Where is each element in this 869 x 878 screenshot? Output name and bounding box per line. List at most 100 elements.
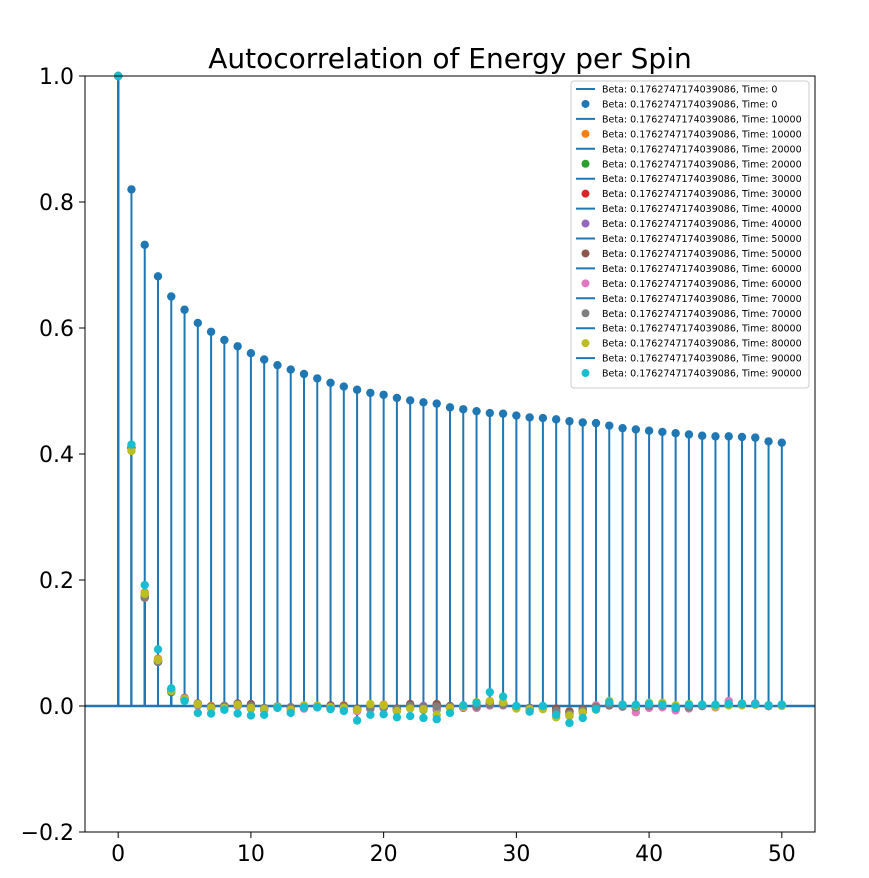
- data-point: [724, 699, 733, 709]
- data-point: [233, 700, 242, 709]
- legend-label: Beta: 0.1762747174039086, Time: 60000: [602, 264, 802, 275]
- data-point: [631, 700, 641, 709]
- data-point: [313, 703, 322, 712]
- data-point: [366, 710, 375, 720]
- data-point: [512, 411, 521, 420]
- data-point: [684, 700, 694, 709]
- data-point: [445, 708, 455, 718]
- data-point: [432, 702, 441, 711]
- data-point: [472, 698, 481, 708]
- data-point: [379, 709, 388, 719]
- y-tick-label: 0.6: [39, 317, 74, 342]
- y-tick-label: 0.4: [39, 443, 74, 468]
- data-point: [405, 396, 415, 405]
- data-point: [512, 701, 521, 711]
- data-point: [140, 589, 149, 599]
- x-tick-label: 20: [370, 842, 398, 867]
- data-point: [485, 687, 495, 697]
- data-point: [233, 709, 242, 718]
- data-point: [193, 699, 203, 709]
- data-point: [419, 713, 428, 723]
- legend-label: Beta: 0.1762747174039086, Time: 30000: [602, 189, 802, 200]
- x-tick-label: 10: [237, 842, 265, 867]
- y-tick-label: −0.2: [21, 821, 74, 846]
- data-point: [246, 349, 256, 358]
- legend-marker-swatch: [581, 129, 590, 138]
- data-point: [153, 645, 163, 654]
- data-point: [326, 378, 335, 388]
- data-point: [697, 431, 707, 440]
- data-point: [286, 365, 295, 374]
- data-point: [538, 413, 548, 423]
- data-point: [167, 684, 176, 693]
- data-point: [538, 701, 548, 711]
- legend-marker-swatch: [581, 309, 590, 318]
- data-point: [644, 426, 654, 435]
- data-point: [605, 421, 614, 430]
- legend-label: Beta: 0.1762747174039086, Time: 20000: [602, 144, 802, 155]
- data-point: [127, 446, 136, 456]
- data-point: [565, 718, 574, 728]
- data-point: [313, 374, 322, 383]
- x-tick-label: 0: [111, 842, 125, 867]
- legend-label: Beta: 0.1762747174039086, Time: 80000: [602, 339, 802, 350]
- data-point: [206, 327, 216, 336]
- data-point: [153, 272, 163, 281]
- y-tick-label: 0.2: [39, 569, 74, 594]
- data-point: [273, 703, 282, 713]
- data-point: [764, 701, 773, 710]
- y-tick-label: 0.8: [39, 191, 74, 216]
- data-point: [419, 398, 428, 407]
- data-point: [339, 706, 349, 716]
- stem-lines: [117, 76, 783, 724]
- data-point: [671, 429, 680, 438]
- data-point: [392, 706, 402, 716]
- legend-label: Beta: 0.1762747174039086, Time: 60000: [602, 279, 802, 290]
- axes: 0 10 20 30 40 50 −0.2 0.0 0.2 0.4 0.6 0.8 1.0: [21, 65, 816, 867]
- legend-marker-swatch: [581, 249, 590, 258]
- data-point: [352, 705, 362, 714]
- data-point: [591, 418, 601, 428]
- data-point: [286, 708, 295, 718]
- x-tick-label: 50: [768, 842, 796, 867]
- data-point: [352, 716, 362, 725]
- data-point: [618, 700, 627, 709]
- data-point: [445, 403, 455, 412]
- legend-marker-swatch: [581, 339, 590, 348]
- data-point: [565, 417, 574, 426]
- legend-marker-swatch: [581, 99, 590, 108]
- data-point: [432, 399, 441, 408]
- data-point: [392, 393, 402, 403]
- data-point: [259, 710, 269, 720]
- data-point: [631, 425, 641, 434]
- data-point: [551, 415, 561, 424]
- data-point: [724, 432, 733, 441]
- data-point: [233, 342, 242, 351]
- data-point: [167, 292, 176, 301]
- data-point: [711, 700, 720, 709]
- data-point: [246, 711, 256, 720]
- data-point: [193, 708, 203, 718]
- data-point: [764, 437, 773, 446]
- data-point: [140, 580, 149, 590]
- data-point: [658, 700, 667, 709]
- data-point: [432, 715, 441, 724]
- data-point: [644, 699, 654, 709]
- legend-label: Beta: 0.1762747174039086, Time: 80000: [602, 324, 802, 335]
- data-point: [127, 440, 136, 449]
- data-point: [737, 699, 747, 709]
- data-point: [498, 692, 508, 701]
- data-point: [618, 423, 627, 433]
- legend-label: Beta: 0.1762747174039086, Time: 30000: [602, 174, 802, 185]
- data-point: [578, 713, 587, 723]
- data-point: [697, 700, 707, 709]
- data-point: [220, 335, 229, 345]
- data-point: [751, 433, 760, 442]
- data-point: [525, 707, 534, 716]
- legend-label: Beta: 0.1762747174039086, Time: 50000: [602, 249, 802, 260]
- legend-label: Beta: 0.1762747174039086, Time: 90000: [602, 369, 802, 380]
- data-point: [405, 711, 415, 721]
- data-point: [751, 699, 760, 709]
- data-point: [405, 704, 415, 713]
